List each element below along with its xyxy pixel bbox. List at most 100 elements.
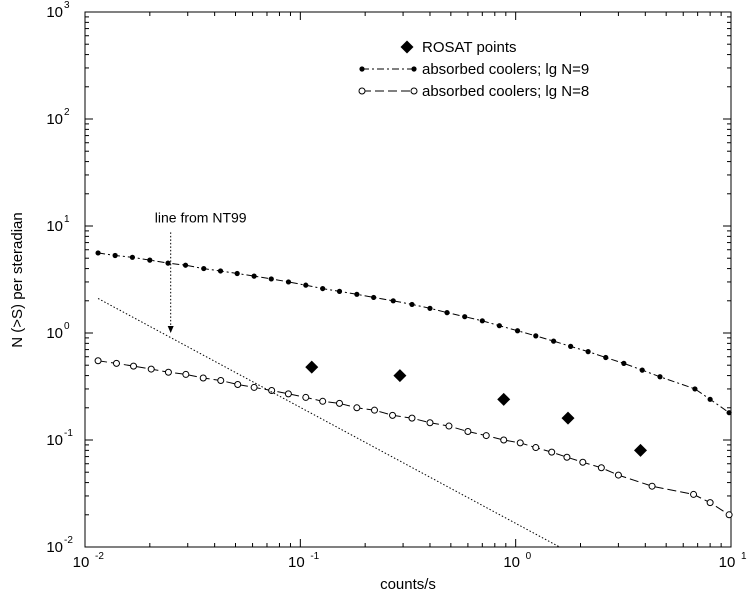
filled-circle-point — [234, 270, 240, 277]
legend-item: ROSAT points — [400, 39, 516, 56]
filled-circle-point — [707, 396, 713, 402]
series-layer — [94, 250, 733, 548]
open-circle-point — [94, 357, 102, 365]
open-circle-point — [112, 359, 120, 367]
open-circle-point — [410, 87, 418, 95]
open-circle-point — [353, 404, 361, 412]
rosat-point — [400, 40, 414, 54]
open-circle-point — [319, 397, 327, 405]
legend-item: absorbed coolers; lg N=8 — [358, 83, 589, 100]
filled-circle-point — [112, 252, 118, 259]
filled-circle-point — [692, 386, 698, 392]
open-circle-point — [426, 419, 434, 427]
filled-circle-point — [427, 305, 433, 311]
open-circle-point — [164, 368, 172, 376]
y-tick-exponent: -2 — [64, 535, 73, 546]
open-circle-point — [284, 390, 292, 398]
x-tick-exponent: 0 — [526, 551, 532, 562]
filled-circle-point — [268, 276, 274, 282]
legend: ROSAT points absorbed coolers; lg N=9 abso… — [358, 39, 589, 100]
open-circle-point — [130, 362, 138, 370]
filled-circle-point — [568, 343, 574, 349]
x-tick-label: 10 — [719, 554, 736, 571]
open-circle-point — [482, 432, 490, 440]
filled-circle-point — [147, 257, 153, 263]
filled-circle-point — [496, 323, 502, 329]
open-circle-point — [250, 383, 258, 391]
filled-circle-point — [657, 374, 663, 380]
filled-circle-point — [129, 254, 135, 260]
open-circle-point — [563, 453, 571, 461]
filled-circle-point — [165, 260, 171, 266]
filled-circle-point — [336, 288, 343, 294]
filled-circle-point — [320, 285, 326, 292]
x-axis-label: counts/s — [380, 576, 436, 593]
filled-circle-point — [639, 367, 645, 373]
open-circle-point — [500, 436, 508, 444]
open-circle-point — [464, 428, 472, 436]
filled-circle-point — [621, 360, 627, 366]
series-nt99-line — [97, 298, 560, 548]
x-tick-exponent: -2 — [95, 551, 104, 562]
filled-circle-point — [550, 338, 557, 344]
open-circle-point — [389, 411, 397, 419]
filled-circle-point — [359, 66, 365, 72]
filled-circle-point — [409, 301, 415, 308]
open-circle-point — [199, 374, 207, 382]
open-circle-point — [690, 490, 698, 498]
open-circle-point — [532, 444, 540, 452]
y-tick-exponent: 3 — [64, 0, 70, 11]
x-tick-label: 10 — [288, 554, 305, 571]
rosat-point — [634, 443, 648, 457]
filled-circle-point — [182, 262, 189, 268]
x-tick-exponent: -1 — [310, 551, 319, 562]
open-circle-point — [648, 482, 656, 490]
filled-circle-point — [603, 354, 609, 361]
filled-circle-point — [217, 268, 224, 274]
filled-circle-point — [514, 328, 521, 334]
annotation: line from NT99 — [155, 209, 247, 333]
open-circle-point — [408, 414, 416, 422]
series-absorbed-coolers-lg-n-8 — [94, 357, 733, 519]
y-tick-exponent: -1 — [64, 428, 73, 439]
rosat-point — [305, 360, 319, 374]
open-circle-point — [445, 422, 453, 430]
open-circle-point — [268, 387, 276, 395]
filled-circle-point — [444, 310, 450, 316]
filled-circle-point — [479, 318, 485, 324]
open-circle-point — [370, 406, 378, 414]
legend-label: absorbed coolers; lg N=8 — [422, 83, 589, 100]
open-circle-point — [597, 464, 605, 472]
series-rosat-points — [305, 360, 648, 457]
series-absorbed-coolers-lg-n-9 — [95, 250, 732, 416]
filled-circle-point — [371, 294, 377, 301]
open-circle-point — [725, 511, 733, 519]
legend-label: ROSAT points — [422, 39, 516, 56]
annotation-text: line from NT99 — [155, 209, 247, 225]
filled-circle-point — [303, 282, 309, 288]
y-tick-label: 10 — [46, 325, 63, 342]
open-circle-point — [358, 87, 366, 95]
x-tick-label: 10 — [503, 554, 520, 571]
open-circle-point — [302, 393, 310, 401]
filled-circle-point — [390, 298, 396, 304]
x-tick-exponent: 1 — [741, 551, 747, 562]
filled-circle-point — [585, 349, 591, 355]
filled-circle-point — [462, 314, 468, 320]
plot-frame — [84, 11, 732, 548]
y-tick-exponent: 2 — [64, 107, 70, 118]
filled-circle-point — [251, 273, 257, 279]
annotation-arrowhead — [167, 326, 174, 333]
rosat-point — [393, 369, 407, 383]
open-circle-point — [516, 439, 524, 447]
rosat-point — [497, 392, 511, 406]
open-circle-point — [234, 381, 242, 389]
filled-circle-point — [533, 333, 539, 339]
tick-labels: 10 -2 10 -1 10 0 10 110 -210 -110 010 110 210 3 — [46, 0, 747, 571]
rosat-point — [561, 411, 575, 425]
series-line — [98, 252, 730, 414]
legend-label: absorbed coolers; lg N=9 — [422, 61, 589, 78]
filled-circle-point — [95, 250, 101, 256]
open-circle-point — [548, 448, 556, 456]
